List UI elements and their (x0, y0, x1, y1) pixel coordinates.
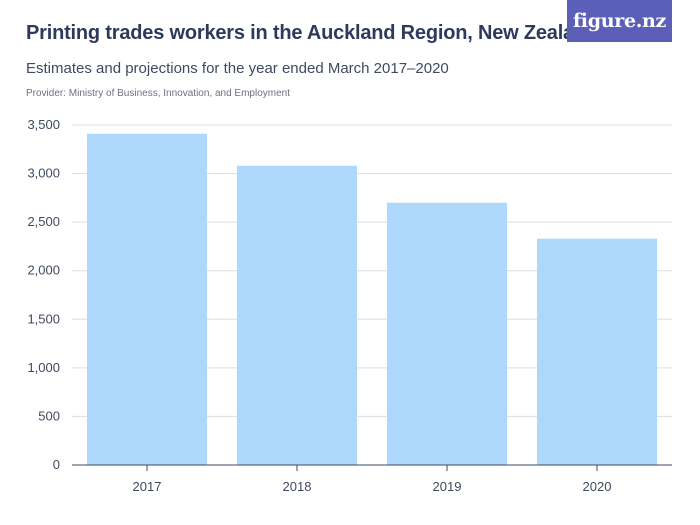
y-tick-label: 3,000 (27, 166, 60, 181)
data-provider: Provider: Ministry of Business, Innovati… (26, 88, 291, 99)
axes: 0 500 1,000 1,500 2,000 2,500 3,000 3,500 2017 20… (27, 117, 672, 494)
bar-2017[interactable] (87, 133, 207, 465)
x-tick-label: 2018 (283, 479, 312, 494)
x-tick-label: 2020 (583, 479, 612, 494)
logo-text: figure.nz (572, 10, 667, 32)
y-tick-label: 2,500 (27, 214, 60, 229)
y-tick-label: 2,000 (27, 263, 60, 278)
figure-nz-logo[interactable]: figure.nz (567, 0, 672, 42)
chart-subtitle: Estimates and projections for the year e… (26, 60, 449, 77)
bar-2018[interactable] (237, 165, 357, 466)
chart-title: Printing trades workers in the Auckland … (26, 22, 599, 44)
x-tick-label: 2017 (133, 479, 162, 494)
bar-2019[interactable] (387, 202, 507, 465)
y-tick-label: 0 (53, 457, 60, 472)
y-tick-label: 1,500 (27, 311, 60, 326)
y-tick-label: 3,500 (27, 117, 60, 132)
bars (87, 133, 657, 466)
y-tick-label: 500 (38, 408, 60, 423)
x-tick-label: 2019 (433, 479, 462, 494)
y-tick-label: 1,000 (27, 360, 60, 375)
bar-2020[interactable] (537, 238, 657, 465)
